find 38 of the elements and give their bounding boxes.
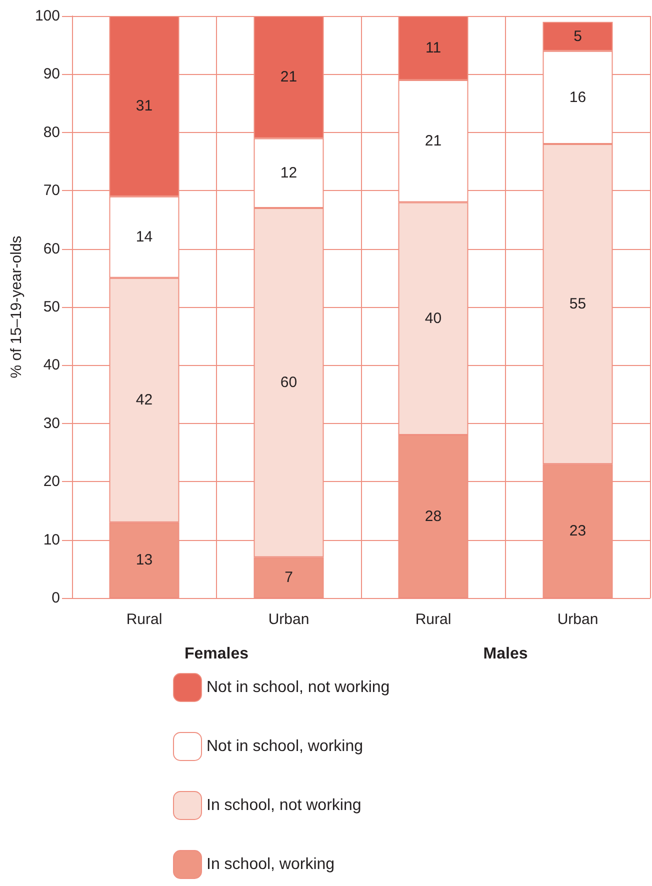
- x-tick-label: Rural: [126, 611, 162, 628]
- data-label: 28: [424, 508, 442, 526]
- y-tick-label: 20: [43, 473, 60, 490]
- y-tick-label: 100: [34, 8, 60, 24]
- data-label: 55: [569, 296, 586, 313]
- data-label: 12: [280, 164, 298, 182]
- legend-label: In school, working: [206, 856, 335, 873]
- x-tick-label: Urban: [557, 611, 598, 628]
- data-label: 13: [136, 552, 153, 569]
- legend-label: Not in school, not working: [206, 679, 390, 696]
- data-label: 31: [136, 98, 153, 115]
- data-label: 7: [284, 569, 293, 586]
- text: Males: [483, 646, 528, 662]
- y-axis-title: % of 15–19-year-olds: [8, 236, 26, 378]
- data-label: 11: [425, 40, 442, 57]
- text: Females: [184, 646, 249, 662]
- data-label: 23: [569, 522, 586, 540]
- y-tick-label: 90: [43, 66, 60, 83]
- legend-label: Not in school, working: [206, 738, 364, 755]
- y-tick-label: 60: [43, 240, 60, 258]
- data-label: 60: [280, 374, 298, 392]
- y-tick-label: 80: [43, 124, 60, 141]
- data-label: 21: [280, 68, 298, 86]
- y-tick-label: 50: [43, 298, 60, 316]
- data-label: 21: [424, 132, 442, 150]
- data-label: 40: [424, 310, 442, 328]
- legend-label: In school, not working: [206, 797, 362, 814]
- x-tick-label: Rural: [415, 611, 452, 628]
- y-tick-label: 30: [43, 414, 60, 432]
- data-label: 42: [136, 392, 153, 409]
- x-tick-label: Urban: [268, 611, 310, 628]
- y-tick-label: 40: [43, 356, 60, 374]
- y-tick-label: 10: [43, 531, 60, 548]
- data-label: 5: [574, 28, 582, 45]
- data-label: 14: [136, 228, 153, 246]
- y-tick-label: 0: [52, 590, 60, 606]
- y-tick-label: 70: [43, 182, 60, 200]
- data-label: 16: [569, 88, 586, 106]
